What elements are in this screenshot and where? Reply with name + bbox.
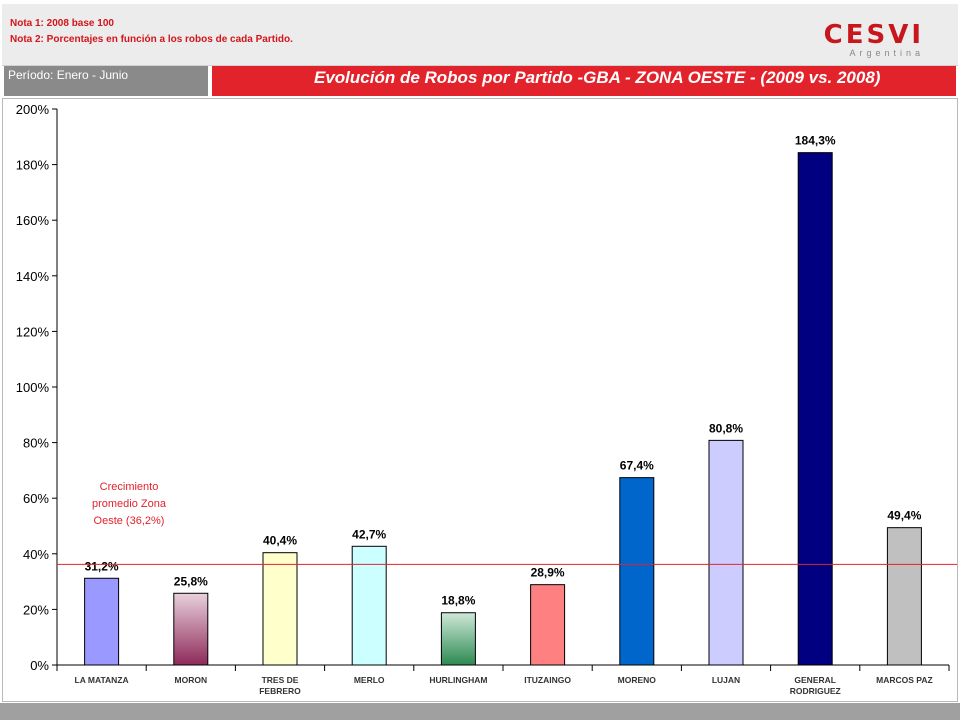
bar [530, 584, 566, 666]
y-tick-label: 200% [16, 102, 50, 117]
x-tick-label: TRES DE [262, 675, 299, 685]
y-tick-label: 180% [16, 158, 50, 173]
average-annotation: Crecimiento [100, 481, 159, 493]
bar [797, 152, 833, 666]
bar [173, 592, 209, 666]
logo-main-text: CESVI [823, 20, 924, 50]
x-tick-label: MORENO [618, 675, 657, 685]
average-annotation: Oeste (36,2%) [94, 515, 165, 527]
x-tick-label: LA MATANZA [75, 675, 129, 685]
x-tick-label: MERLO [354, 675, 385, 685]
y-tick-label: 60% [23, 491, 49, 506]
bar-value-label: 80,8% [709, 421, 743, 435]
cesvi-logo: CESVI Argentina [824, 22, 924, 58]
x-tick-label: HURLINGHAM [429, 675, 487, 685]
x-tick-label: LUJAN [712, 675, 740, 685]
bar-value-label: 31,2% [85, 559, 119, 573]
x-tick-label: RODRIGUEZ [790, 686, 841, 696]
bar-value-label: 25,8% [174, 574, 208, 588]
period-box: Período: Enero - Junio [4, 66, 208, 96]
y-tick-label: 20% [23, 602, 49, 617]
x-tick-label: MARCOS PAZ [876, 675, 933, 685]
bar-value-label: 184,3% [795, 134, 836, 148]
bar-value-label: 40,4% [263, 534, 297, 548]
y-tick-label: 80% [23, 436, 49, 451]
chart-title: Evolución de Robos por Partido -GBA - ZO… [314, 68, 881, 87]
bottom-bar [0, 703, 960, 720]
average-annotation: promedio Zona [92, 498, 167, 510]
y-tick-label: 140% [16, 269, 50, 284]
bar-value-label: 42,7% [352, 527, 386, 541]
y-tick-label: 0% [30, 658, 49, 673]
bar [708, 439, 744, 666]
bar-chart: 0% 20% 40% 60% 80% 100% 120% 140% 160% 180% 200% 31… [16, 102, 957, 696]
chart-area: 0% 20% 40% 60% 80% 100% 120% 140% 160% 180% 200% 31… [2, 98, 958, 702]
note-1: Nota 1: 2008 base 100 [10, 18, 114, 29]
header-band: Nota 1: 2008 base 100 Nota 2: Porcentaje… [2, 4, 958, 66]
bar-value-label: 49,4% [887, 509, 921, 523]
x-tick-label: FEBRERO [259, 686, 301, 696]
bar [351, 545, 387, 666]
y-tick-label: 100% [16, 380, 50, 395]
bar-value-label: 28,9% [531, 566, 565, 580]
logo-sub-text: Argentina [849, 48, 924, 58]
x-tick-label: GENERAL [794, 675, 836, 685]
bar-value-label: 67,4% [620, 459, 654, 473]
y-tick-label: 160% [16, 213, 50, 228]
x-tick-label: MORON [175, 675, 208, 685]
bar [262, 552, 298, 666]
x-tick-label: ITUZAINGO [524, 675, 571, 685]
y-tick-label: 40% [23, 547, 49, 562]
bar-value-label: 18,8% [441, 594, 475, 608]
y-tick-label: 120% [16, 324, 50, 339]
bar [440, 612, 476, 666]
bar [619, 477, 655, 666]
note-2: Nota 2: Porcentajes en función a los rob… [10, 34, 293, 45]
bar [886, 527, 922, 666]
title-box: Evolución de Robos por Partido -GBA - ZO… [212, 66, 956, 96]
bar [84, 577, 120, 666]
period-label: Período: Enero - Junio [8, 68, 129, 82]
